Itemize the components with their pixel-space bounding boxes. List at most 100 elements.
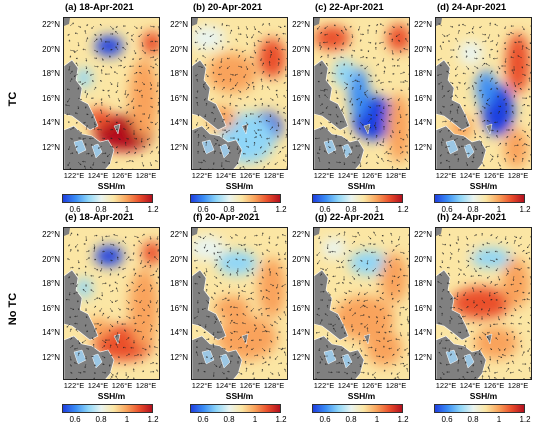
lat-tick-label: 12°N: [30, 353, 60, 362]
lat-tick-label: 14°N: [30, 118, 60, 127]
lat-tick-label: 18°N: [402, 69, 432, 78]
lat-tick-label: 14°N: [158, 118, 188, 127]
lat-tick-label: 14°N: [158, 328, 188, 337]
lat-tick-label: 12°N: [402, 143, 432, 152]
lat-tick-label: 18°N: [280, 279, 310, 288]
ssh-anomaly: [95, 36, 123, 56]
colorbar-tick-label: 1.2: [147, 415, 158, 424]
lat-tick-label: 20°N: [30, 255, 60, 264]
panel-title: (b) 20-Apr-2021: [193, 2, 262, 13]
ssh-map-panel: [435, 17, 532, 170]
lat-tick-label: 20°N: [402, 45, 432, 54]
lat-tick-label: 16°N: [402, 94, 432, 103]
lon-tick-label: 128°E: [386, 381, 407, 390]
lat-tick-label: 18°N: [158, 279, 188, 288]
lat-tick-label: 22°N: [402, 230, 432, 239]
lon-tick-label: 124°E: [88, 171, 109, 180]
lat-tick-label: 12°N: [30, 143, 60, 152]
colorbar-unit-label: SSH/m: [348, 391, 375, 401]
ssh-anomaly: [506, 33, 530, 93]
lat-tick-label: 12°N: [402, 353, 432, 362]
colorbar: [312, 194, 403, 203]
lat-tick-label: 20°N: [158, 45, 188, 54]
ssh-anomaly: [502, 258, 530, 308]
lat-tick-label: 12°N: [280, 143, 310, 152]
lon-tick-label: 124°E: [216, 171, 237, 180]
colorbar-unit-label: SSH/m: [226, 181, 253, 191]
colorbar-tick-label: 1.2: [519, 205, 530, 214]
lon-tick-label: 124°E: [460, 171, 481, 180]
colorbar-tick-label: 1: [125, 415, 129, 424]
ssh-anomaly: [449, 238, 473, 258]
lat-tick-label: 20°N: [30, 45, 60, 54]
colorbar: [62, 194, 153, 203]
lat-tick-label: 16°N: [280, 94, 310, 103]
colorbar-tick-label: 1.2: [397, 415, 408, 424]
colorbar-tick-label: 0.6: [69, 415, 80, 424]
colorbar-tick-label: 0.8: [223, 415, 234, 424]
lon-tick-label: 128°E: [264, 381, 285, 390]
lon-tick-label: 126°E: [112, 381, 133, 390]
lat-tick-label: 16°N: [158, 304, 188, 313]
lat-tick-label: 18°N: [280, 69, 310, 78]
lat-tick-label: 14°N: [402, 118, 432, 127]
colorbar-tick-label: 1: [375, 415, 379, 424]
lon-tick-label: 126°E: [362, 171, 383, 180]
panel-title: (f) 20-Apr-2021: [193, 212, 260, 223]
lat-tick-label: 12°N: [158, 143, 188, 152]
ssh-map-panel: [313, 17, 410, 170]
ssh-anomaly: [387, 93, 410, 163]
lon-tick-label: 126°E: [484, 381, 505, 390]
lat-tick-label: 20°N: [280, 45, 310, 54]
lon-tick-label: 122°E: [64, 381, 85, 390]
lon-tick-label: 126°E: [484, 171, 505, 180]
ssh-anomaly: [322, 238, 346, 258]
colorbar-tick-label: 1: [497, 415, 501, 424]
lat-tick-label: 18°N: [30, 69, 60, 78]
lat-tick-label: 16°N: [158, 94, 188, 103]
colorbar-unit-label: SSH/m: [348, 181, 375, 191]
lat-tick-label: 20°N: [158, 255, 188, 264]
ssh-anomaly: [129, 268, 159, 348]
lat-tick-label: 18°N: [30, 279, 60, 288]
lat-tick-label: 18°N: [158, 69, 188, 78]
lat-tick-label: 22°N: [158, 20, 188, 29]
colorbar: [312, 404, 403, 413]
lon-tick-label: 122°E: [192, 171, 213, 180]
lat-tick-label: 14°N: [30, 328, 60, 337]
lon-tick-label: 122°E: [64, 171, 85, 180]
panel-title: (h) 24-Apr-2021: [437, 212, 506, 223]
colorbar: [190, 404, 281, 413]
lon-tick-label: 124°E: [88, 381, 109, 390]
panel-title: (d) 24-Apr-2021: [437, 2, 506, 13]
lat-tick-label: 20°N: [402, 255, 432, 264]
ssh-anomaly: [471, 248, 511, 268]
ssh-anomaly: [314, 26, 350, 50]
lat-tick-label: 22°N: [158, 230, 188, 239]
colorbar: [434, 194, 525, 203]
lon-tick-label: 124°E: [216, 381, 237, 390]
colorbar-unit-label: SSH/m: [470, 181, 497, 191]
lat-tick-label: 12°N: [158, 353, 188, 362]
colorbar-unit-label: SSH/m: [226, 391, 253, 401]
lat-tick-label: 16°N: [30, 304, 60, 313]
colorbar-tick-label: 1.2: [275, 205, 286, 214]
ssh-anomaly: [459, 41, 483, 65]
ssh-map-panel: [63, 227, 160, 380]
ssh-map-panel: [191, 227, 288, 380]
colorbar-tick-label: 1.2: [147, 205, 158, 214]
lon-tick-label: 126°E: [362, 381, 383, 390]
lon-tick-label: 128°E: [264, 171, 285, 180]
colorbar: [62, 404, 153, 413]
ssh-anomaly: [334, 59, 354, 87]
panel-title: (a) 18-Apr-2021: [65, 2, 134, 13]
lat-tick-label: 16°N: [30, 94, 60, 103]
lon-tick-label: 128°E: [508, 171, 529, 180]
colorbar: [190, 194, 281, 203]
lat-tick-label: 14°N: [280, 328, 310, 337]
colorbar-tick-label: 0.8: [345, 415, 356, 424]
colorbar-tick-label: 1.2: [519, 415, 530, 424]
lon-tick-label: 126°E: [240, 381, 261, 390]
colorbar-tick-label: 0.6: [441, 415, 452, 424]
lat-tick-label: 14°N: [280, 118, 310, 127]
